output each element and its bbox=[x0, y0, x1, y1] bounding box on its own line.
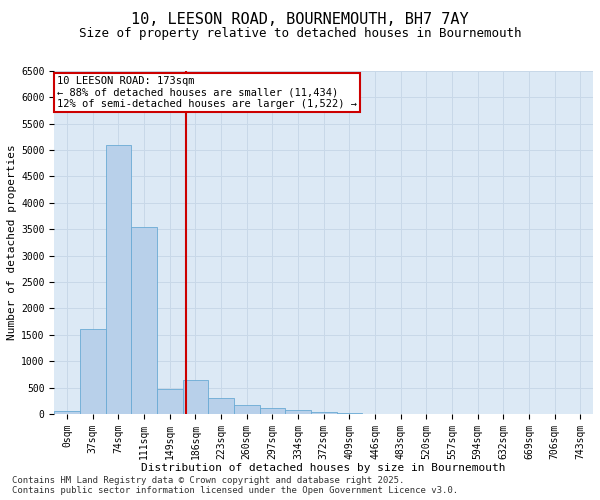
Bar bbox=[311, 412, 337, 414]
Bar bbox=[234, 404, 260, 414]
Y-axis label: Number of detached properties: Number of detached properties bbox=[7, 144, 17, 340]
Bar bbox=[285, 410, 311, 414]
Bar bbox=[55, 412, 80, 414]
Text: Size of property relative to detached houses in Bournemouth: Size of property relative to detached ho… bbox=[79, 28, 521, 40]
Bar bbox=[208, 398, 234, 414]
Bar bbox=[157, 388, 182, 414]
Bar bbox=[182, 380, 208, 414]
Bar bbox=[106, 145, 131, 414]
Text: Contains HM Land Registry data © Crown copyright and database right 2025.
Contai: Contains HM Land Registry data © Crown c… bbox=[12, 476, 458, 495]
Text: 10, LEESON ROAD, BOURNEMOUTH, BH7 7AY: 10, LEESON ROAD, BOURNEMOUTH, BH7 7AY bbox=[131, 12, 469, 28]
Text: 10 LEESON ROAD: 173sqm
← 88% of detached houses are smaller (11,434)
12% of semi: 10 LEESON ROAD: 173sqm ← 88% of detached… bbox=[57, 76, 357, 110]
Bar bbox=[80, 330, 106, 414]
Bar bbox=[260, 408, 285, 414]
X-axis label: Distribution of detached houses by size in Bournemouth: Distribution of detached houses by size … bbox=[142, 463, 506, 473]
Bar bbox=[131, 226, 157, 414]
